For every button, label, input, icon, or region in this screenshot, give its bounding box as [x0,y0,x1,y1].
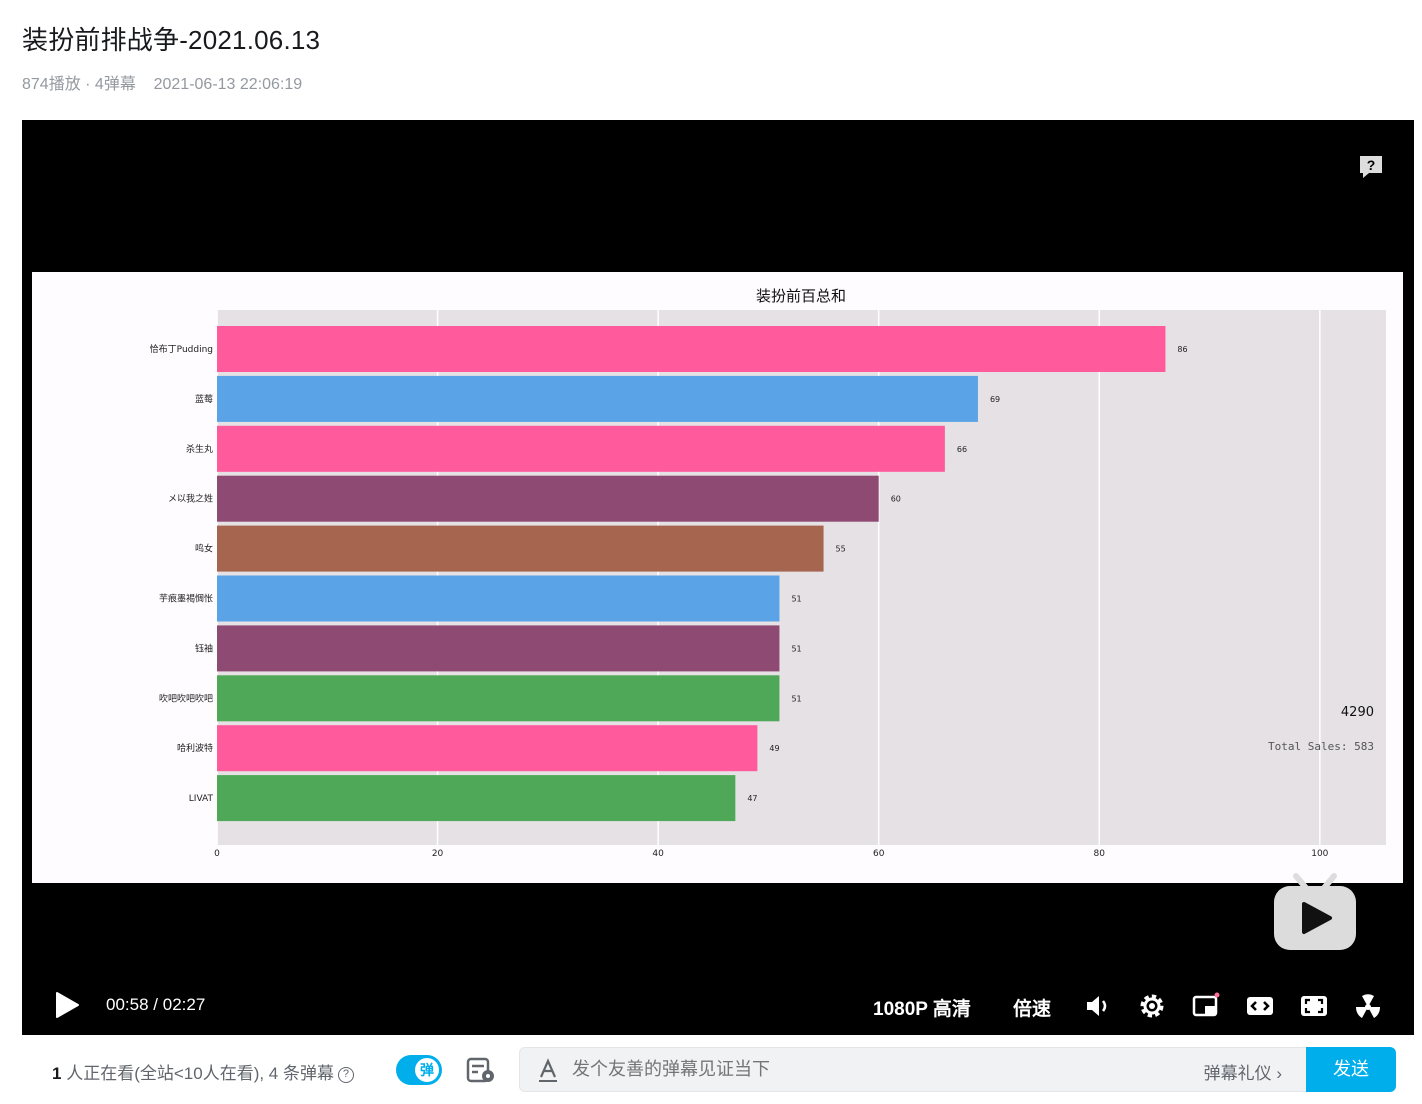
fullscreen-radiation-icon[interactable] [1354,992,1382,1020]
publish-date: 2021-06-13 22:06:19 [153,76,303,93]
date-label: 4290 [1341,705,1374,720]
category-label: 吹吧吹吧吹吧 [159,692,213,704]
quality-button[interactable]: 1080P 高清 [873,999,971,1020]
font-style-icon[interactable] [538,1058,558,1082]
value-label: 55 [836,545,846,554]
value-label: 69 [990,395,1000,404]
bar-chart: 0 20 40 60 80 100 恰布丁Pudding 86 蓝莓 69 杀生丸 66 メ以我之姓 6… [150,287,1386,859]
bar [217,675,780,722]
volume-icon[interactable] [1084,992,1112,1020]
meta-separator: · [80,76,95,93]
bar [217,475,879,522]
danmaku-input-wrapper: 弹幕礼仪 › [519,1047,1307,1092]
danmaku-count: 4弹幕 [94,76,136,93]
x-tick-label: 100 [1311,849,1328,859]
bar [217,525,824,572]
viewer-count: 1 [52,1064,62,1083]
video-player[interactable]: ? 0 20 40 60 80 100 恰布丁Pudding 86 蓝莓 69 杀生丸 66 メ以我之… [22,120,1414,1035]
x-tick-label: 60 [873,849,885,859]
danmaku-etiquette-link[interactable]: 弹幕礼仪 › [1203,1064,1282,1083]
category-label: 芋痕墨褐惆怅 [159,593,213,605]
player-controls: 00:58 / 02:27 1080P 高清 倍速 [22,980,1414,1032]
video-frame: 0 20 40 60 80 100 恰布丁Pudding 86 蓝莓 69 杀生丸 66 メ以我之姓 6… [32,272,1403,883]
speed-button[interactable]: 倍速 [1013,999,1052,1020]
send-button[interactable]: 发送 [1306,1047,1396,1092]
play-icon[interactable] [52,990,82,1020]
svg-text:?: ? [1367,157,1376,173]
bar [217,326,1166,372]
category-label: 杀生丸 [186,443,213,455]
category-label: LIVAT [189,794,214,804]
viewer-info: 1 人正在看(全站<10人在看), 4 条弹幕? [52,1059,354,1084]
settings-gear-icon[interactable] [1138,992,1166,1020]
x-tick-label: 0 [214,849,220,859]
bar [217,375,978,422]
danmaku-toggle-label: 弹 [415,1058,439,1082]
value-label: 49 [769,744,779,753]
value-label: 47 [747,794,757,803]
bar [217,575,780,622]
danmaku-bar: 1 人正在看(全站<10人在看), 4 条弹幕? 弹 弹幕礼仪 › 发送 [22,1035,1414,1104]
time-separator: / [153,995,159,1014]
video-title: 装扮前排战争-2021.06.13 [22,25,321,55]
widescreen-icon[interactable] [1246,992,1274,1020]
value-label: 51 [791,644,801,653]
value-label: 51 [791,595,801,604]
value-label: 66 [957,445,967,454]
help-icon[interactable]: ? [337,1066,354,1083]
x-tick-label: 40 [652,849,664,859]
x-tick-label: 20 [432,849,444,859]
time-display: 00:58 / 02:27 [106,995,205,1015]
category-label: 蓝莓 [195,393,213,405]
video-meta: 874播放 · 4弹幕 2021-06-13 22:06:19 [22,70,302,94]
bar [217,425,945,472]
bar [217,625,780,672]
viewer-text: 人正在看(全站<10人在看), 4 条弹幕 [61,1064,334,1083]
category-label: 恰布丁Pudding [150,343,213,355]
value-label: 51 [791,694,801,703]
duration: 02:27 [162,995,206,1014]
current-time: 00:58 [106,995,149,1014]
value-label: 60 [891,495,901,504]
bar [217,775,736,822]
picture-in-picture-icon[interactable] [1192,992,1220,1020]
play-count: 874播放 [22,76,81,93]
danmaku-input[interactable] [572,1048,1172,1091]
category-label: 钰袖 [195,642,213,654]
danmaku-toggle[interactable]: 弹 [396,1055,442,1085]
bilibili-tv-icon [1274,873,1356,950]
category-label: 鸣女 [195,543,213,555]
chart-title: 装扮前百总和 [756,287,846,305]
category-label: 哈利波特 [177,742,213,754]
x-tick-label: 80 [1094,849,1106,859]
total-sales-label: Total Sales: 583 [1268,740,1374,753]
feedback-help-icon[interactable]: ? [1358,154,1384,180]
category-label: メ以我之姓 [168,493,213,505]
danmaku-settings-icon[interactable] [466,1055,496,1085]
bar [217,725,758,772]
web-fullscreen-icon[interactable] [1300,992,1328,1020]
value-label: 86 [1177,345,1187,354]
